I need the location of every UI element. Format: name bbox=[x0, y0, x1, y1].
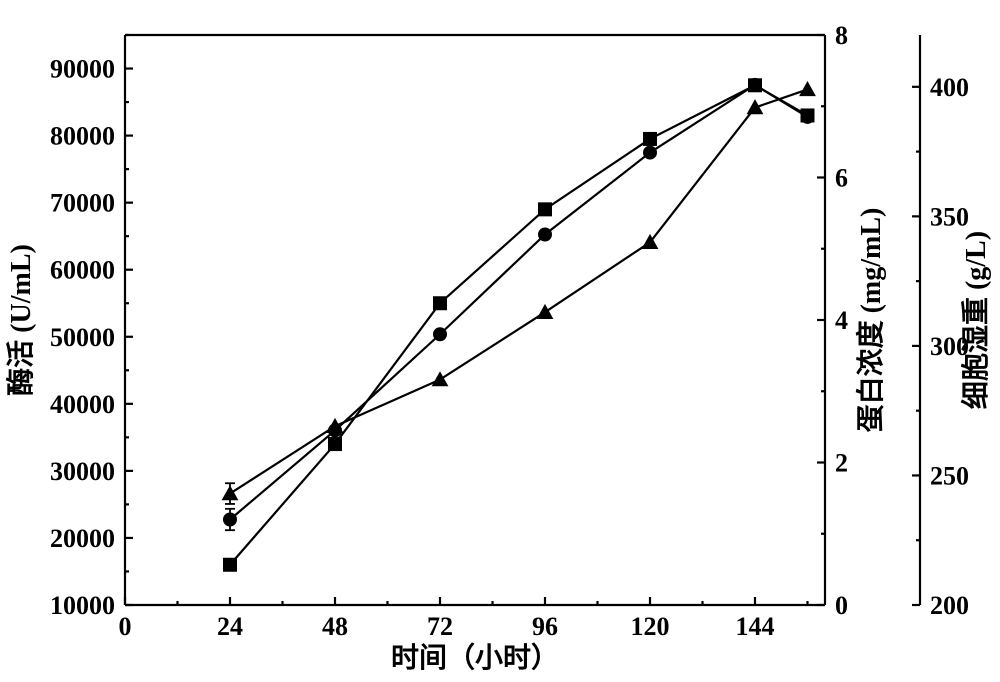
series-marker-protein_concentration bbox=[538, 228, 552, 242]
chart-container: 024487296120144时间（小时）1000020000300004000… bbox=[0, 0, 1000, 682]
x-tick-label: 0 bbox=[119, 612, 132, 641]
x-tick-label: 72 bbox=[427, 612, 453, 641]
series-marker-enzyme_activity bbox=[328, 437, 342, 451]
x-tick-label: 96 bbox=[532, 612, 558, 641]
y3-tick-label: 250 bbox=[930, 461, 969, 490]
y3-tick-label: 350 bbox=[930, 202, 969, 231]
y1-tick-label: 10000 bbox=[50, 591, 115, 620]
y1-tick-label: 90000 bbox=[50, 55, 115, 84]
x-tick-label: 24 bbox=[217, 612, 243, 641]
y2-tick-label: 4 bbox=[835, 306, 848, 335]
series-marker-protein_concentration bbox=[433, 327, 447, 341]
y2-tick-label: 8 bbox=[835, 21, 848, 50]
x-tick-label: 144 bbox=[736, 612, 775, 641]
y1-tick-label: 50000 bbox=[50, 323, 115, 352]
series-marker-protein_concentration bbox=[643, 146, 657, 160]
y3-tick-label: 200 bbox=[930, 591, 969, 620]
y3-tick-label: 400 bbox=[930, 73, 969, 102]
y3-axis-label: 细胞湿重 (g/L) bbox=[959, 231, 992, 409]
series-marker-enzyme_activity bbox=[643, 132, 657, 146]
y1-tick-label: 60000 bbox=[50, 256, 115, 285]
y2-tick-label: 6 bbox=[835, 164, 848, 193]
series-marker-enzyme_activity bbox=[538, 202, 552, 216]
y1-tick-label: 70000 bbox=[50, 189, 115, 218]
y1-tick-label: 30000 bbox=[50, 457, 115, 486]
series-marker-protein_concentration bbox=[801, 110, 815, 124]
series-marker-enzyme_activity bbox=[433, 296, 447, 310]
y2-tick-label: 2 bbox=[835, 449, 848, 478]
x-axis-label: 时间（小时） bbox=[391, 641, 559, 674]
x-tick-label: 120 bbox=[631, 612, 670, 641]
y2-tick-label: 0 bbox=[835, 591, 848, 620]
y1-axis-label: 酶活 (U/mL) bbox=[5, 244, 37, 396]
y1-tick-label: 20000 bbox=[50, 524, 115, 553]
series-marker-protein_concentration bbox=[748, 78, 762, 92]
y1-tick-label: 80000 bbox=[50, 122, 115, 151]
x-tick-label: 48 bbox=[322, 612, 348, 641]
y1-tick-label: 40000 bbox=[50, 390, 115, 419]
y2-axis-label: 蛋白浓度 (mg/mL) bbox=[854, 208, 887, 433]
series-marker-protein_concentration bbox=[223, 513, 237, 527]
line-chart: 024487296120144时间（小时）1000020000300004000… bbox=[0, 0, 1000, 682]
series-marker-enzyme_activity bbox=[223, 558, 237, 572]
